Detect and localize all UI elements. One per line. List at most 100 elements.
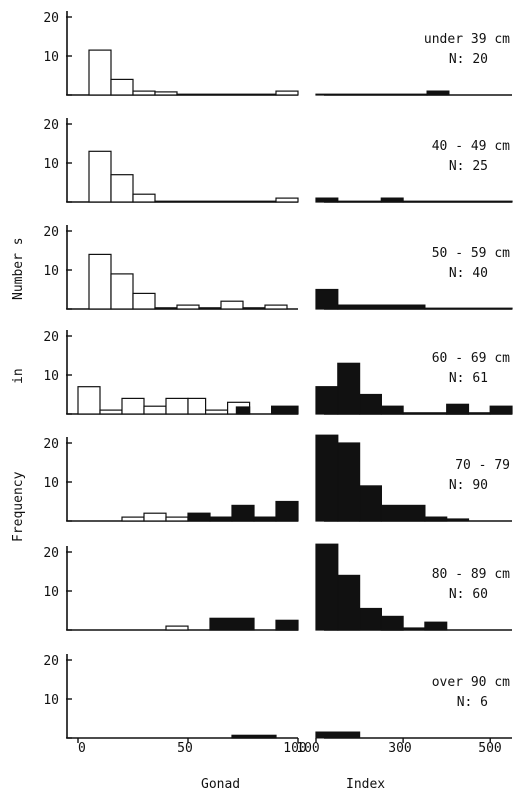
panel-n-label-1: N: 25 <box>449 159 488 174</box>
bar-right-5-1 <box>337 574 361 631</box>
panel-size-label-2: 50 - 59 cm <box>432 246 510 261</box>
panel-1: 20 10 40 - 49 cm N: 25 <box>43 118 513 203</box>
x-tick-label-right-100: 100 <box>296 741 319 756</box>
bar-left-2-2 <box>132 292 156 310</box>
bar-left-1-2 <box>132 193 156 203</box>
y-tick-label-5-20: 20 <box>43 546 59 561</box>
y-tick-label-2-10: 10 <box>43 264 59 279</box>
bar-right-4-2 <box>359 485 383 522</box>
bar-left-3-8 <box>235 406 251 415</box>
panel-size-label-5: 80 - 89 cm <box>432 567 510 582</box>
panel-n-label-4: N: 90 <box>449 478 488 493</box>
bar-left-4-1 <box>143 512 167 522</box>
bar-right-4-4 <box>424 516 448 522</box>
panel-6: 20 10 over 90 cm N: 6 <box>43 654 512 739</box>
bar-left-5-1 <box>209 617 255 631</box>
bar-right-5-2 <box>359 607 383 631</box>
bar-right-1-3 <box>402 200 513 203</box>
y-tick-label-6-20: 20 <box>43 654 59 669</box>
bar-left-4-3 <box>187 512 211 522</box>
bar-left-3-6 <box>205 409 229 415</box>
panel-n-label-3: N: 61 <box>449 371 488 386</box>
bar-left-6-0 <box>231 734 277 739</box>
bar-left-4-4 <box>209 516 233 522</box>
bar-right-5-5 <box>424 621 448 631</box>
bar-left-3-3 <box>143 405 167 415</box>
x-tick-label-left-0: 0 <box>78 741 86 756</box>
bar-right-2-2 <box>424 307 513 310</box>
panel-size-label-1: 40 - 49 cm <box>432 139 510 154</box>
y-tick-label-5-10: 10 <box>43 585 59 600</box>
bar-left-3-2 <box>121 397 145 415</box>
y-tick-label-3-10: 10 <box>43 369 59 384</box>
y-axis-title-part-3: Frequency <box>11 471 26 542</box>
bar-left-4-5 <box>231 504 255 522</box>
panel-size-label-6: over 90 cm <box>432 675 510 690</box>
y-tick-label-1-20: 20 <box>43 118 59 133</box>
bar-right-3-0 <box>315 386 339 415</box>
bar-right-1-0 <box>315 197 339 203</box>
panel-n-label-6: N: 6 <box>457 695 488 710</box>
y-tick-label-4-10: 10 <box>43 476 59 491</box>
bar-left-5-2 <box>275 619 299 631</box>
bar-left-0-4 <box>176 93 277 96</box>
panel-size-label-4: 70 - 79 <box>455 458 510 473</box>
panel-size-label-3: 60 - 69 cm <box>432 351 510 366</box>
bar-left-1-1 <box>110 174 134 203</box>
bar-left-5-0 <box>165 625 189 631</box>
bar-right-0-1 <box>426 90 450 96</box>
panel-0: 20 10 under 39 cm N: 20 <box>43 11 512 96</box>
bar-left-2-4 <box>176 304 200 310</box>
bar-left-1-4 <box>275 197 299 203</box>
bar-left-4-2 <box>165 516 189 522</box>
bar-right-3-7 <box>489 405 513 415</box>
bar-left-0-0 <box>88 49 112 96</box>
bottom-axis: 0 50 100 100 300 500 Gonad Index <box>77 738 502 791</box>
bar-right-5-3 <box>380 615 404 631</box>
panel-n-label-5: N: 60 <box>449 587 488 602</box>
bar-left-3-0 <box>77 386 101 415</box>
bar-left-2-3 <box>154 307 178 310</box>
bar-left-2-1 <box>110 273 134 310</box>
panel-5: 20 10 80 - 89 cm N: 60 <box>43 543 512 631</box>
bar-left-2-6 <box>220 300 244 310</box>
bar-right-1-2 <box>380 197 404 203</box>
bar-left-2-0 <box>88 253 112 310</box>
x-tick-label-left-50: 50 <box>177 741 193 756</box>
panel-n-label-0: N: 20 <box>449 52 488 67</box>
bar-left-3-9 <box>271 405 299 415</box>
panel-n-label-2: N: 40 <box>449 266 488 281</box>
bar-left-1-0 <box>88 150 112 203</box>
bar-right-2-0 <box>315 288 339 310</box>
bar-right-1-1 <box>337 200 382 203</box>
y-axis-title-part-1: Number s <box>11 237 26 300</box>
bar-right-0-0 <box>315 93 428 96</box>
y-tick-label-0-10: 10 <box>43 50 59 65</box>
bar-right-3-4 <box>402 412 448 415</box>
bar-left-0-5 <box>275 90 299 96</box>
y-axis-title-part-2: in <box>11 368 26 384</box>
x-tick-label-left-100: 100 <box>283 741 306 756</box>
x-axis-title-right: Index <box>346 777 385 791</box>
bar-left-3-1 <box>99 409 123 415</box>
bar-right-3-1 <box>337 362 361 415</box>
bar-right-4-0 <box>315 434 339 522</box>
bar-right-5-0 <box>315 543 339 631</box>
bar-left-2-7 <box>242 307 266 310</box>
y-tick-label-2-20: 20 <box>43 225 59 240</box>
bar-left-2-5 <box>198 307 222 310</box>
y-tick-label-0-20: 20 <box>43 11 59 26</box>
bar-left-4-6 <box>253 516 277 522</box>
panel-4: 20 10 70 - 79 N: 90 <box>43 434 512 522</box>
bar-left-0-3 <box>154 91 178 96</box>
bar-right-2-1 <box>337 304 426 310</box>
bar-right-5-4 <box>402 627 426 631</box>
bar-left-3-5 <box>187 397 207 415</box>
bar-left-2-8 <box>264 304 288 310</box>
y-tick-label-1-10: 10 <box>43 157 59 172</box>
y-tick-label-3-20: 20 <box>43 330 59 345</box>
bar-right-3-2 <box>359 393 383 415</box>
bar-left-0-2 <box>132 90 156 96</box>
